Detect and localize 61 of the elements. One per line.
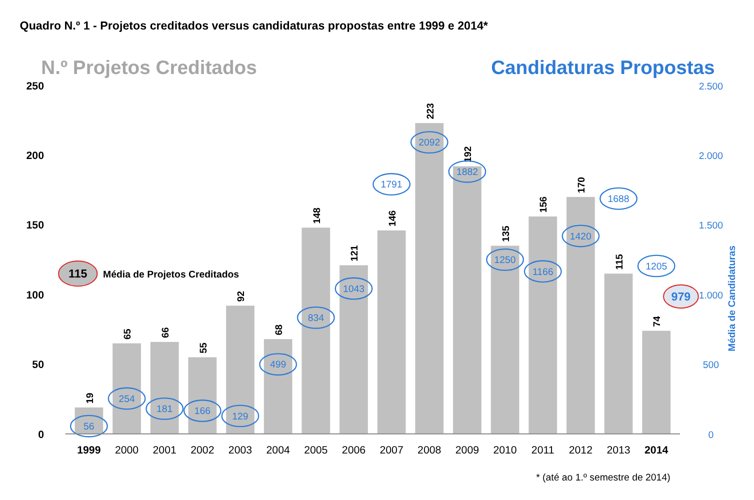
data-label: 148	[312, 206, 323, 224]
data-label: 223	[425, 102, 436, 120]
x-tick-label: 2014	[644, 444, 668, 456]
y2-tick-label: 0	[708, 430, 714, 441]
bar	[528, 216, 558, 434]
y-tick-label: 100	[26, 289, 44, 302]
data-label: 55	[198, 342, 210, 354]
x-tick-label: 2008	[418, 444, 442, 456]
x-tick-label: 2013	[606, 444, 630, 456]
chart-title: Quadro N.º 1 - Projetos creditados versus candidaturas propostas entre 1999 e 2014*	[20, 19, 488, 32]
x-tick-label: 2001	[152, 444, 177, 456]
data-label: 74	[652, 316, 664, 327]
y-tick-label: 250	[26, 80, 44, 92]
bar	[490, 246, 520, 434]
text: Candidaturas Propostas	[491, 56, 715, 79]
bar	[415, 123, 444, 434]
x-tick-label: 1999	[77, 444, 101, 456]
data-label: 65	[122, 328, 134, 340]
annotation: 115	[68, 267, 88, 280]
x-tick-label: 2009	[455, 444, 480, 456]
x-tick-label: 2000	[114, 444, 139, 456]
x-tick-label: 2004	[266, 444, 290, 456]
y2-tick-label: 1.000	[698, 290, 724, 302]
x-tick-label: 2012	[568, 444, 593, 456]
bar	[642, 330, 671, 434]
y2-tick-label: 500	[702, 360, 720, 372]
data-label: 66	[160, 326, 172, 338]
x-tick-label: 2005	[304, 444, 328, 456]
annotation: Média de Projetos Creditados	[103, 269, 240, 280]
data-label: 19	[84, 392, 96, 404]
y2-tick-label: 2.500	[698, 81, 724, 92]
x-tick-label: 2006	[342, 444, 366, 456]
data-label: 92	[236, 291, 248, 302]
data-label: 170	[576, 176, 588, 194]
annotation: 979	[671, 290, 692, 304]
text: N.º Projetos Creditados	[41, 56, 257, 79]
y-tick-label: 50	[32, 359, 44, 372]
data-label: 121	[350, 244, 361, 262]
data-label: 192	[463, 146, 474, 162]
x-tick-label: 2002	[190, 444, 214, 456]
bar	[302, 228, 330, 434]
y-tick-label: 150	[26, 220, 44, 232]
y-tick-label: 0	[38, 428, 44, 441]
text: * (até ao 1.º semestre de 2014)	[536, 472, 670, 484]
bar	[453, 166, 482, 434]
x-tick-label: 2011	[531, 444, 554, 456]
y2-tick-label: 2.000	[698, 151, 724, 162]
data-label: 146	[387, 210, 398, 227]
data-label: 115	[614, 254, 626, 270]
data-label: 135	[500, 225, 512, 242]
bar	[604, 274, 633, 434]
x-tick-label: 2010	[493, 444, 517, 456]
text: Média de Candidaturas	[727, 245, 738, 352]
x-tick-label: 2007	[380, 444, 404, 456]
y2-tick-label: 1.500	[698, 220, 724, 232]
bar	[566, 196, 595, 434]
data-label: 68	[274, 324, 285, 336]
bar	[377, 230, 406, 434]
x-tick-label: 2003	[228, 444, 252, 456]
data-label: 156	[538, 196, 550, 213]
y-tick-label: 200	[26, 150, 44, 162]
